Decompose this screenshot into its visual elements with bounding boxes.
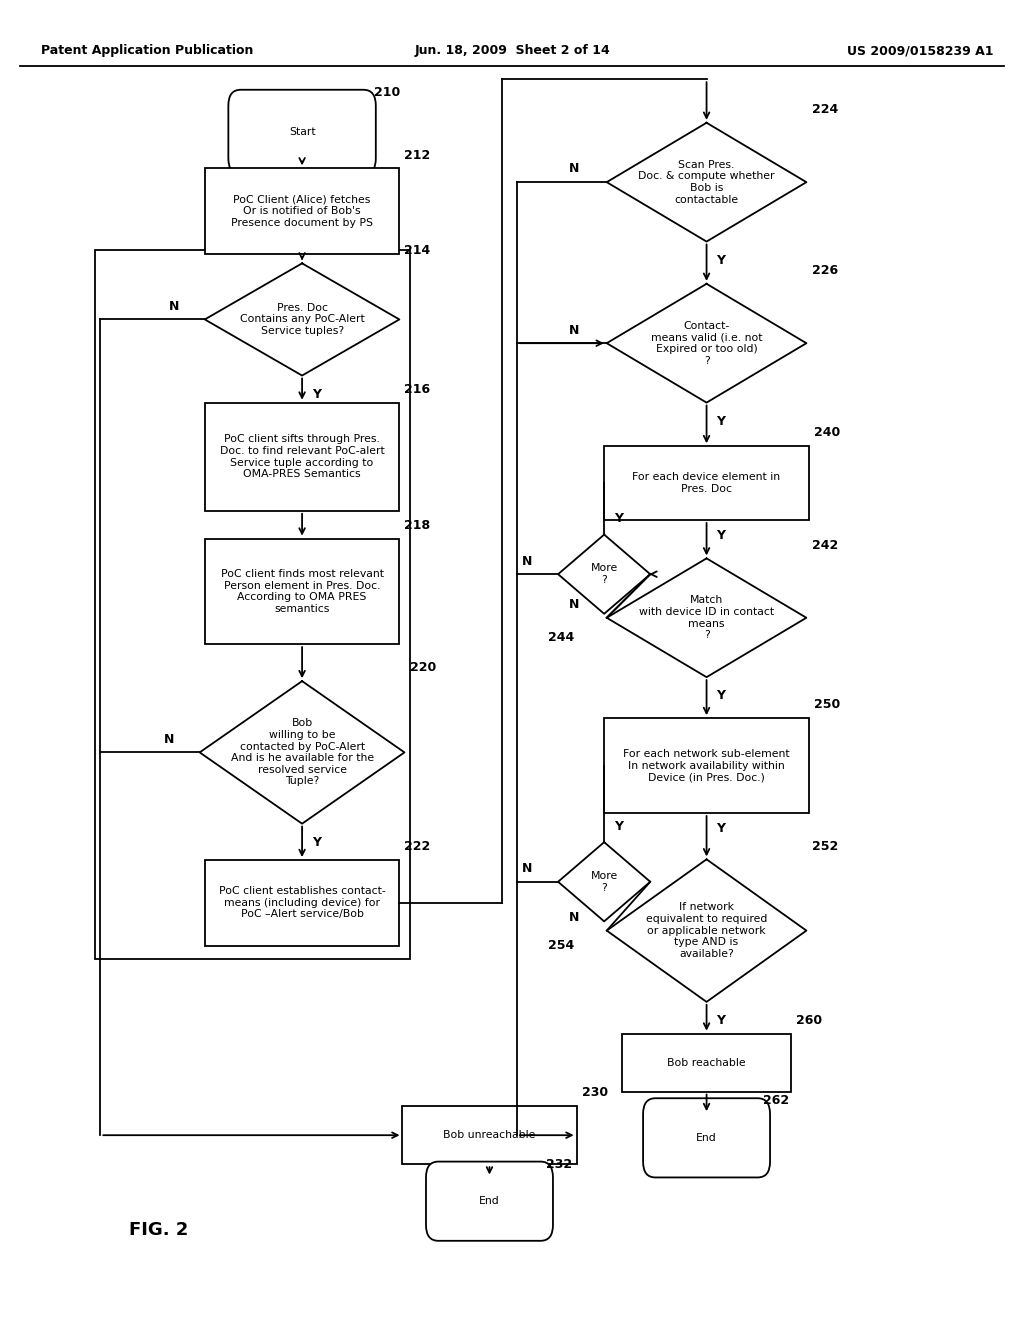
- Text: Pres. Doc
Contains any PoC-Alert
Service tuples?: Pres. Doc Contains any PoC-Alert Service…: [240, 302, 365, 337]
- Text: Bob reachable: Bob reachable: [668, 1057, 745, 1068]
- Polygon shape: [558, 535, 650, 614]
- Bar: [604, 446, 809, 520]
- Bar: [95, 249, 410, 958]
- Text: FIG. 2: FIG. 2: [129, 1221, 188, 1239]
- Bar: [205, 168, 399, 253]
- Text: For each device element in
Pres. Doc: For each device element in Pres. Doc: [633, 473, 780, 494]
- Text: N: N: [568, 323, 580, 337]
- Polygon shape: [606, 284, 807, 403]
- Text: Y: Y: [312, 836, 321, 849]
- Bar: [622, 1034, 791, 1092]
- Text: N: N: [164, 733, 174, 746]
- Text: 240: 240: [814, 426, 841, 440]
- Bar: [402, 1106, 577, 1164]
- Text: 254: 254: [548, 939, 574, 952]
- Text: N: N: [522, 554, 532, 568]
- Text: More
?: More ?: [591, 564, 617, 585]
- Text: 220: 220: [410, 661, 436, 675]
- FancyBboxPatch shape: [643, 1098, 770, 1177]
- Text: Scan Pres.
Doc. & compute whether
Bob is
contactable: Scan Pres. Doc. & compute whether Bob is…: [638, 160, 775, 205]
- Text: More
?: More ?: [591, 871, 617, 892]
- Bar: [205, 539, 399, 644]
- Text: Bob unreachable: Bob unreachable: [443, 1130, 536, 1140]
- Text: US 2009/0158239 A1: US 2009/0158239 A1: [847, 45, 993, 57]
- Polygon shape: [205, 263, 399, 375]
- Text: Bob
willing to be
contacted by PoC-Alert
And is he available for the
resolved se: Bob willing to be contacted by PoC-Alert…: [230, 718, 374, 787]
- Text: Y: Y: [614, 820, 623, 833]
- Text: 242: 242: [811, 539, 838, 552]
- Polygon shape: [606, 558, 807, 677]
- Text: If network
equivalent to required
or applicable network
type AND is
available?: If network equivalent to required or app…: [646, 903, 767, 958]
- Polygon shape: [200, 681, 404, 824]
- Text: Y: Y: [717, 689, 725, 702]
- Text: 214: 214: [404, 244, 431, 256]
- Text: Y: Y: [717, 414, 725, 428]
- Text: 226: 226: [811, 264, 838, 277]
- Text: PoC client sifts through Pres.
Doc. to find relevant PoC-alert
Service tuple acc: PoC client sifts through Pres. Doc. to f…: [220, 434, 384, 479]
- FancyBboxPatch shape: [426, 1162, 553, 1241]
- Text: Y: Y: [717, 822, 725, 836]
- Text: PoC client establishes contact-
means (including device) for
PoC –Alert service/: PoC client establishes contact- means (i…: [219, 886, 385, 920]
- Text: 232: 232: [546, 1158, 572, 1171]
- Text: 260: 260: [797, 1014, 822, 1027]
- Text: Patent Application Publication: Patent Application Publication: [41, 45, 253, 57]
- Text: 244: 244: [548, 631, 574, 644]
- Text: N: N: [169, 300, 179, 313]
- Text: Match
with device ID in contact
means
?: Match with device ID in contact means ?: [639, 595, 774, 640]
- Text: Y: Y: [717, 529, 725, 543]
- Text: Jun. 18, 2009  Sheet 2 of 14: Jun. 18, 2009 Sheet 2 of 14: [414, 45, 610, 57]
- Bar: [604, 718, 809, 813]
- Text: PoC Client (Alice) fetches
Or is notified of Bob's
Presence document by PS: PoC Client (Alice) fetches Or is notifie…: [231, 194, 373, 228]
- Text: N: N: [568, 598, 580, 611]
- Text: Start: Start: [289, 127, 315, 137]
- Polygon shape: [558, 842, 650, 921]
- Text: 230: 230: [582, 1086, 608, 1100]
- Text: Y: Y: [717, 1014, 725, 1027]
- Text: End: End: [696, 1133, 717, 1143]
- Text: N: N: [522, 862, 532, 875]
- Text: End: End: [479, 1196, 500, 1206]
- Text: 224: 224: [811, 103, 838, 116]
- Text: For each network sub-element
In network availability within
Device (in Pres. Doc: For each network sub-element In network …: [624, 748, 790, 783]
- Text: PoC client finds most relevant
Person element in Pres. Doc.
According to OMA PRE: PoC client finds most relevant Person el…: [220, 569, 384, 614]
- Text: N: N: [568, 162, 580, 176]
- Text: 250: 250: [814, 698, 841, 711]
- Text: 252: 252: [811, 840, 838, 853]
- Text: Y: Y: [614, 512, 623, 525]
- Polygon shape: [606, 123, 807, 242]
- Text: 210: 210: [374, 86, 400, 99]
- Bar: [205, 403, 399, 511]
- Text: 216: 216: [404, 383, 431, 396]
- Text: 218: 218: [404, 519, 431, 532]
- Text: Y: Y: [312, 388, 321, 400]
- Text: 222: 222: [404, 841, 431, 853]
- Text: Y: Y: [717, 253, 725, 267]
- Text: Contact-
means valid (i.e. not
Expired or too old)
?: Contact- means valid (i.e. not Expired o…: [651, 321, 762, 366]
- Text: N: N: [568, 911, 580, 924]
- Bar: [205, 861, 399, 945]
- Text: 262: 262: [763, 1094, 790, 1107]
- Text: 212: 212: [404, 149, 431, 161]
- Polygon shape: [606, 859, 807, 1002]
- FancyBboxPatch shape: [228, 90, 376, 174]
